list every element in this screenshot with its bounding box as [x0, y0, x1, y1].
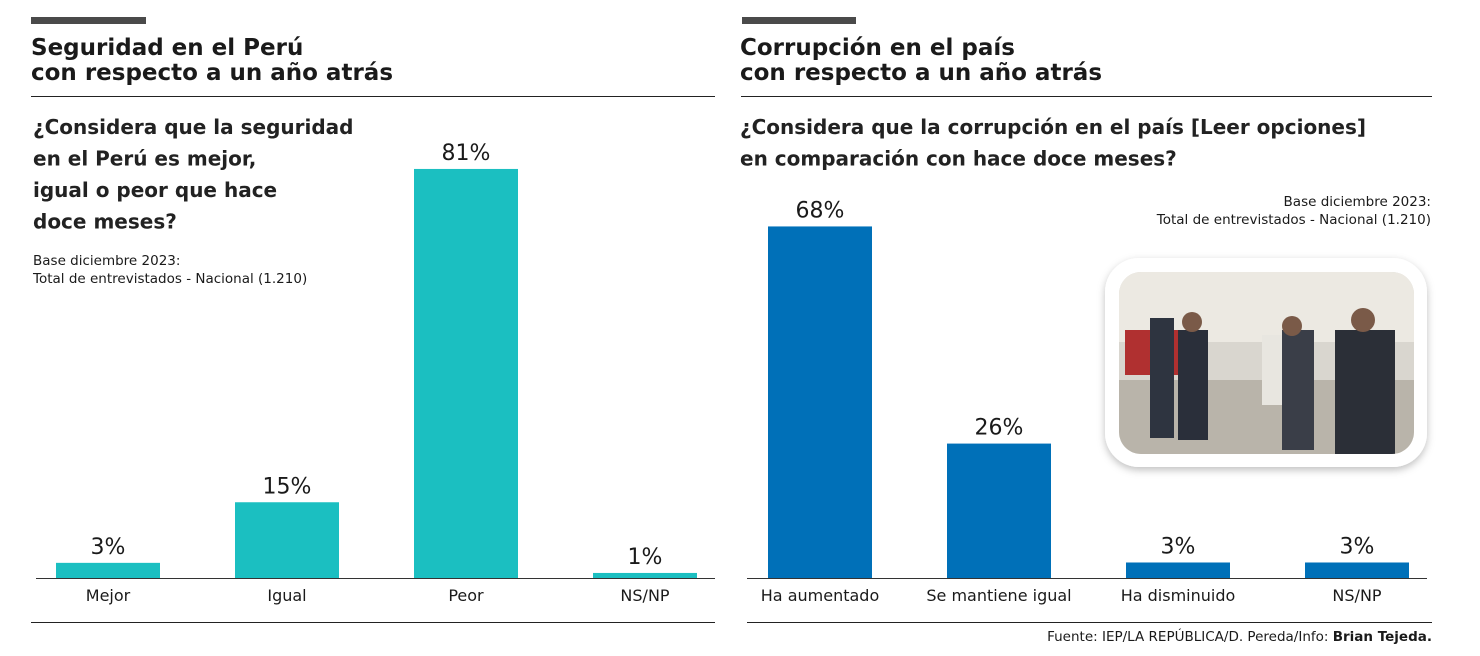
title-accent — [742, 17, 856, 24]
x-tick-label: Peor — [448, 586, 484, 605]
source: Fuente: IEP/LA REPÚBLICA/D. Pereda/Info:… — [1047, 627, 1432, 645]
value-label: 3% — [91, 535, 126, 560]
value-label: 26% — [975, 416, 1024, 441]
value-label: 3% — [1340, 534, 1375, 559]
value-label: 81% — [442, 141, 491, 166]
source-author: Brian Tejeda. — [1333, 629, 1432, 645]
bar — [414, 168, 518, 578]
x-tick-label: Ha aumentado — [761, 586, 879, 605]
bar — [1126, 562, 1230, 578]
question: igual o peor que hace — [33, 178, 277, 202]
chart-title: Seguridad en el Perú — [31, 35, 303, 61]
question: en el Perú es mejor, — [33, 147, 256, 171]
x-tick-label: Ha disminuido — [1121, 586, 1236, 605]
question: ¿Considera que la corrupción en el país … — [740, 115, 1366, 139]
x-tick-label: NS/NP — [620, 586, 669, 605]
source-text: Fuente: IEP/LA REPÚBLICA/D. Pereda/Info: — [1047, 627, 1333, 645]
value-label: 15% — [263, 474, 312, 499]
bar — [947, 443, 1051, 578]
chart-title: con respecto a un año atrás — [31, 60, 393, 86]
bar — [593, 572, 697, 578]
x-tick-label: Se mantiene igual — [926, 586, 1071, 605]
x-tick-label: Igual — [267, 586, 306, 605]
bar — [768, 226, 872, 578]
value-label: 1% — [628, 545, 663, 570]
value-label: 68% — [796, 198, 845, 223]
note: Total de entrevistados - Nacional (1.210… — [32, 271, 307, 287]
title-accent — [31, 17, 146, 24]
chart-title: Corrupción en el país — [740, 35, 1015, 61]
photo — [1105, 258, 1427, 467]
bar — [235, 502, 339, 578]
x-tick-label: NS/NP — [1332, 586, 1381, 605]
x-tick-label: Mejor — [86, 586, 131, 605]
question: en comparación con hace doce meses? — [740, 147, 1177, 171]
question: ¿Considera que la seguridad — [33, 115, 354, 139]
value-label: 3% — [1161, 534, 1196, 559]
bar — [56, 562, 160, 578]
chart-title: con respecto a un año atrás — [740, 60, 1102, 86]
question: doce meses? — [33, 210, 177, 234]
bar — [1305, 562, 1409, 578]
note: Total de entrevistados - Nacional (1.210… — [1156, 212, 1431, 228]
note: Base diciembre 2023: — [1284, 194, 1431, 210]
note: Base diciembre 2023: — [33, 253, 180, 269]
